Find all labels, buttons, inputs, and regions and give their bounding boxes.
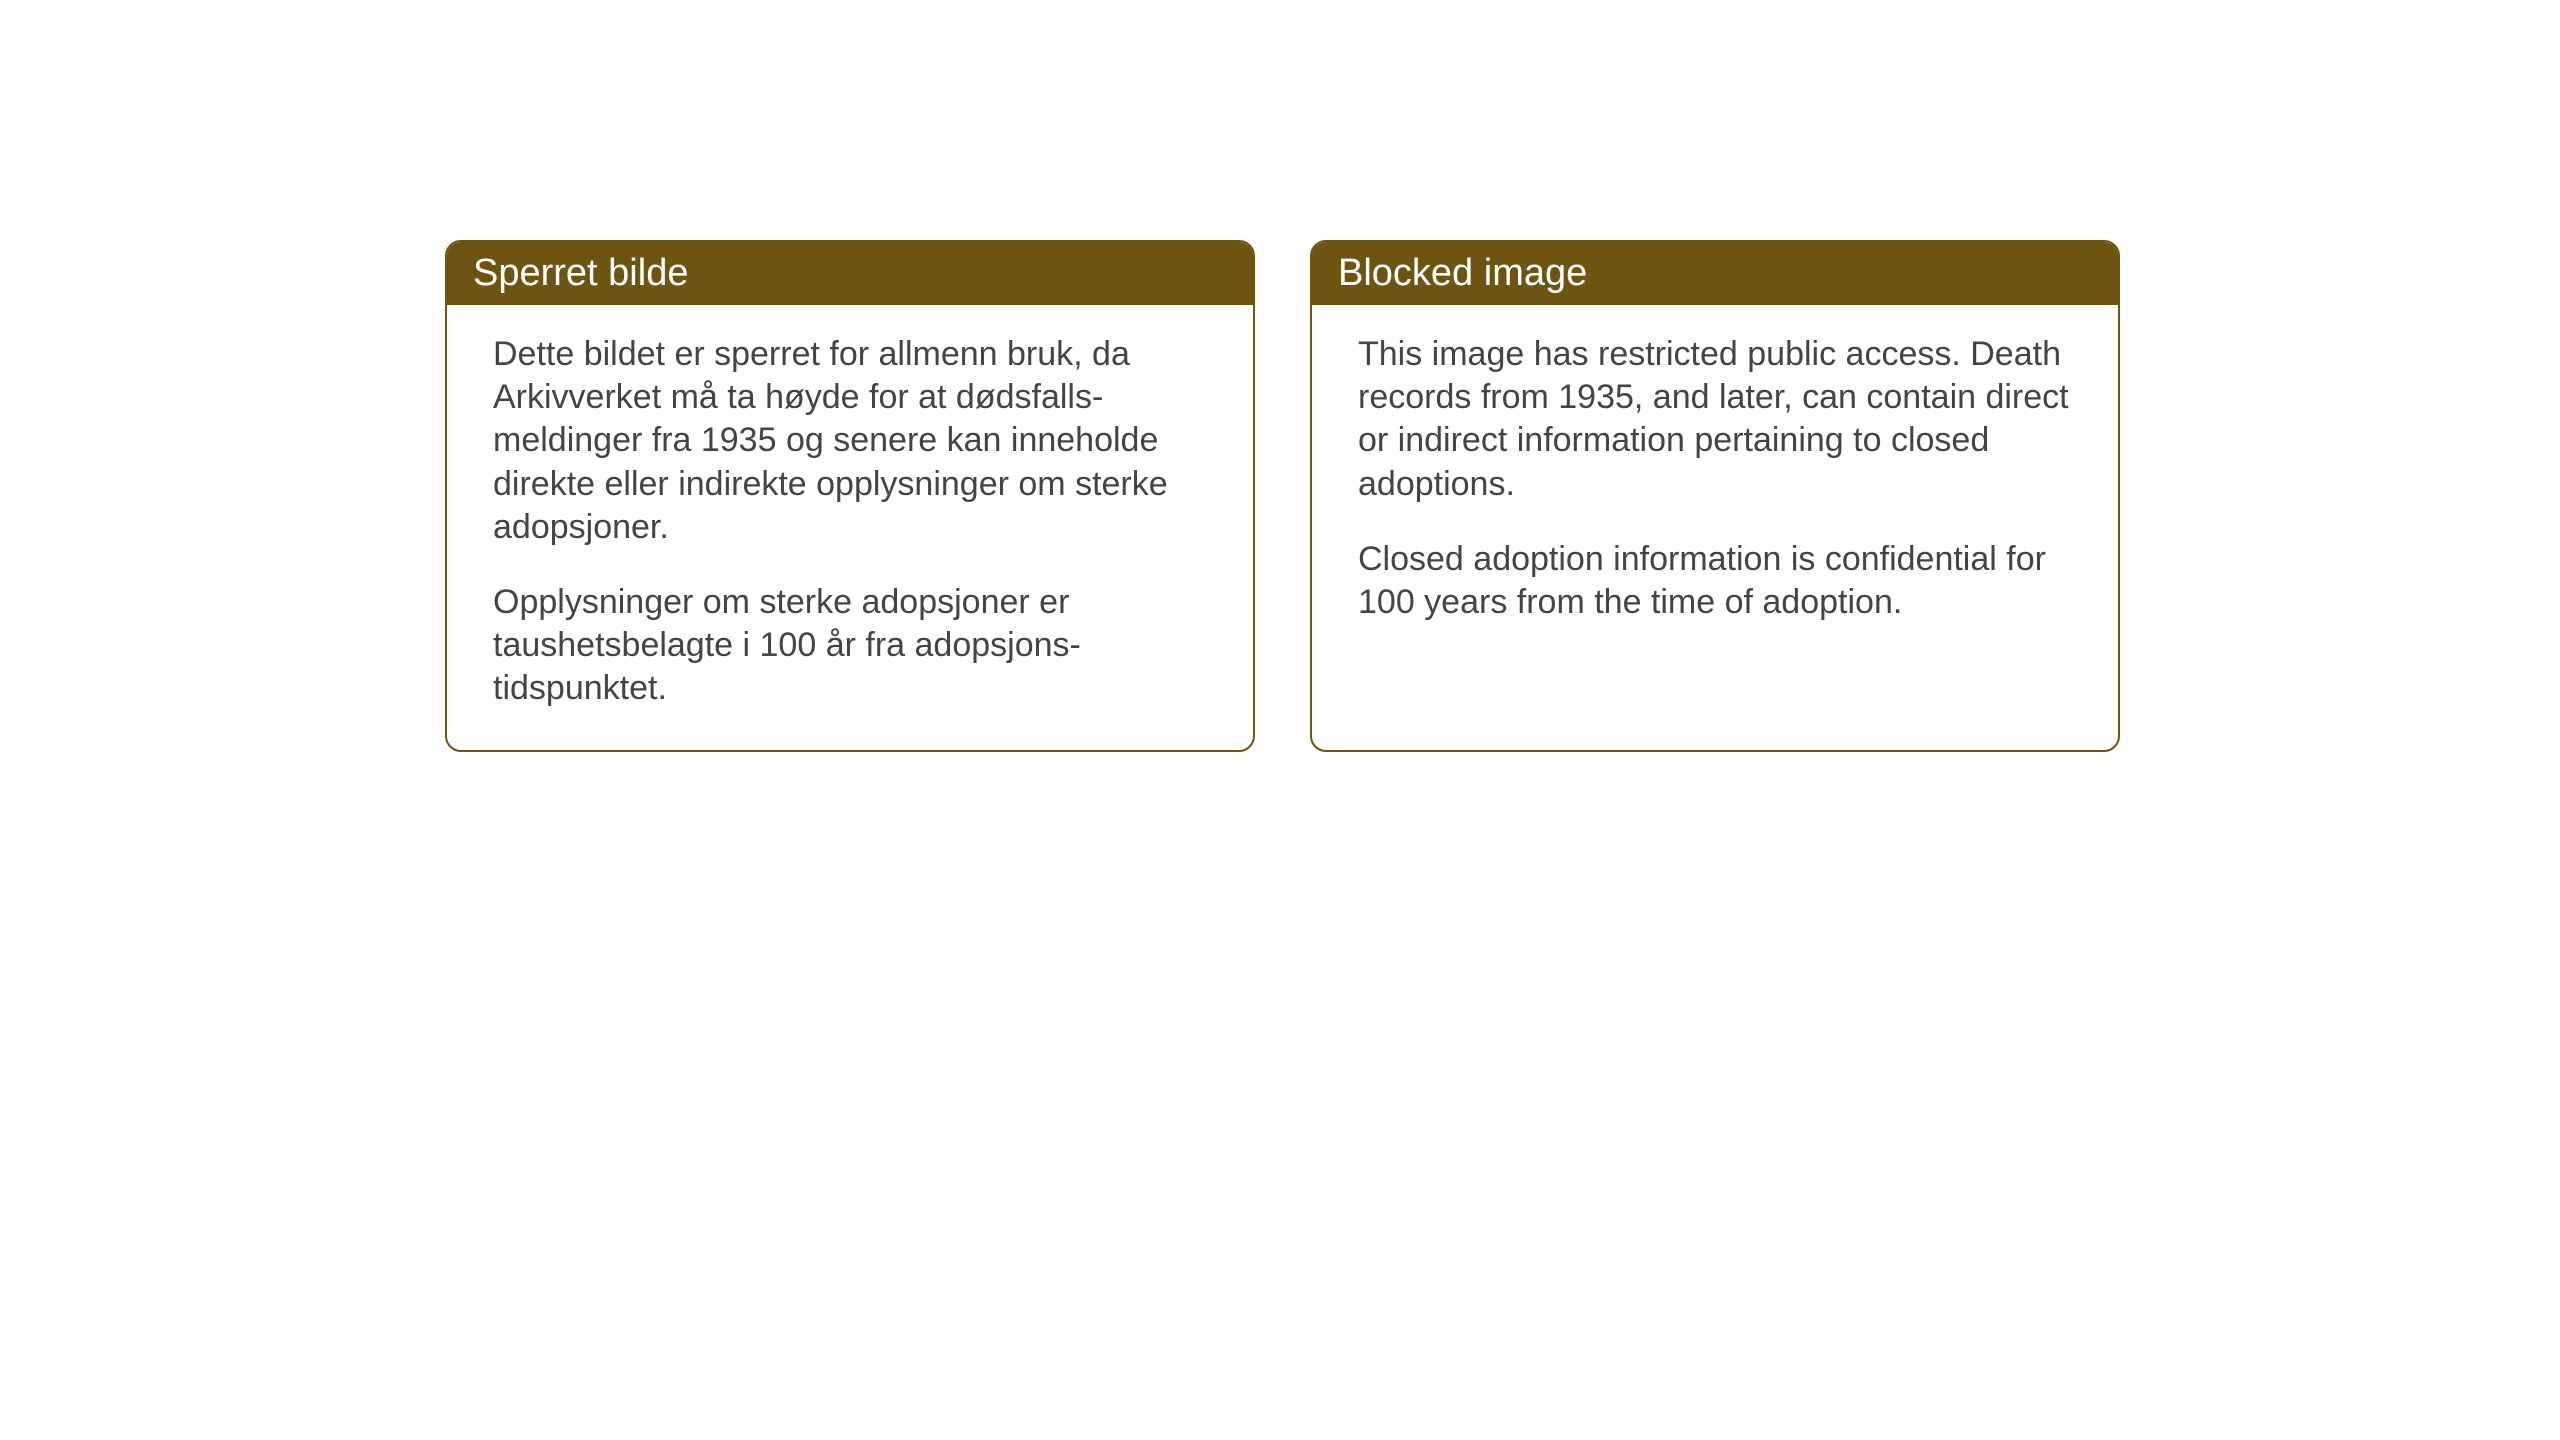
norwegian-card-title: Sperret bilde (473, 252, 688, 294)
english-notice-card: Blocked image This image has restricted … (1310, 240, 2120, 752)
norwegian-card-header: Sperret bilde (447, 242, 1253, 305)
english-paragraph-1: This image has restricted public access.… (1358, 333, 2072, 506)
notice-cards-container: Sperret bilde Dette bildet er sperret fo… (445, 240, 2120, 752)
norwegian-paragraph-2: Opplysninger om sterke adopsjoner er tau… (493, 581, 1207, 711)
english-paragraph-2: Closed adoption information is confident… (1358, 538, 2072, 624)
norwegian-notice-card: Sperret bilde Dette bildet er sperret fo… (445, 240, 1255, 752)
norwegian-card-body: Dette bildet er sperret for allmenn bruk… (447, 305, 1253, 750)
english-card-header: Blocked image (1312, 242, 2118, 305)
english-card-body: This image has restricted public access.… (1312, 305, 2118, 715)
norwegian-paragraph-1: Dette bildet er sperret for allmenn bruk… (493, 333, 1207, 549)
english-card-title: Blocked image (1338, 252, 1587, 294)
